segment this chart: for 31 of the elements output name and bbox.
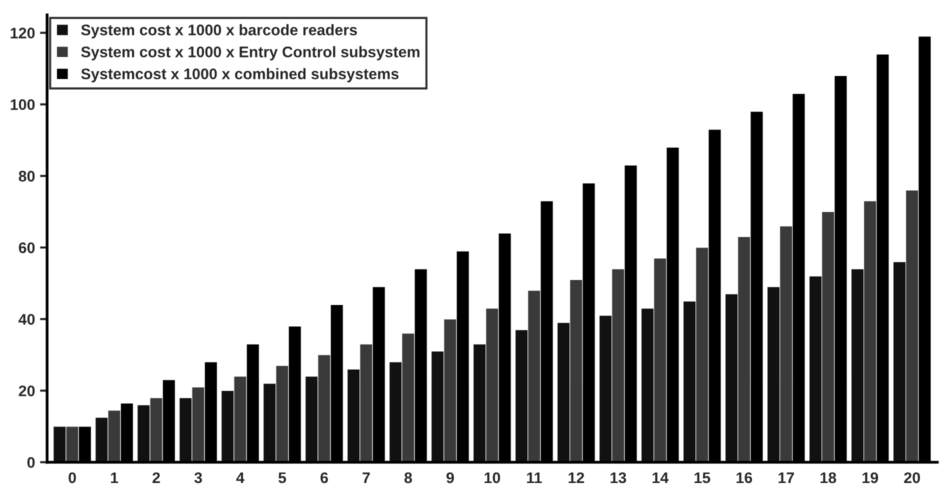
x-tick-label: 3 [194,472,202,484]
x-tick-label: 0 [68,472,76,484]
y-tick-label: 20 [18,386,35,396]
x-tick-label: 4 [236,472,244,484]
x-tick-label: 16 [736,472,752,484]
x-tick-label: 8 [404,472,412,484]
x-tick-label: 7 [362,472,370,484]
x-tick-label: 20 [904,472,920,484]
y-tick-label: 80 [18,170,35,182]
x-tick-label: 2 [152,472,160,484]
y-tick-label: 100 [10,99,35,110]
x-tick-label: 14 [652,472,669,484]
x-tick-label: 15 [694,472,710,484]
legend-label: System cost x 1000 x barcode readers [81,24,357,38]
y-tick-label: 0 [27,457,35,468]
x-tick-label: 10 [484,472,500,484]
x-tick-label: 9 [446,472,454,484]
x-tick-label: 11 [527,472,542,484]
x-tick-label: 1 [111,472,118,484]
legend-label: Systemcost x 1000 x combined subsystems [81,68,399,82]
x-tick-label: 17 [778,472,794,484]
x-tick-label: 12 [568,472,584,484]
x-tick-label: 13 [610,472,626,484]
y-tick-label: 60 [18,242,35,254]
y-tick-label: 120 [10,28,35,38]
x-tick-label: 6 [320,472,328,484]
legend-label: System cost x 1000 x Entry Control subsystem [81,46,420,60]
x-tick-label: 18 [820,472,836,484]
y-tick-label: 40 [18,314,35,325]
x-tick-label: 19 [862,472,878,484]
x-tick-label: 5 [278,472,286,484]
